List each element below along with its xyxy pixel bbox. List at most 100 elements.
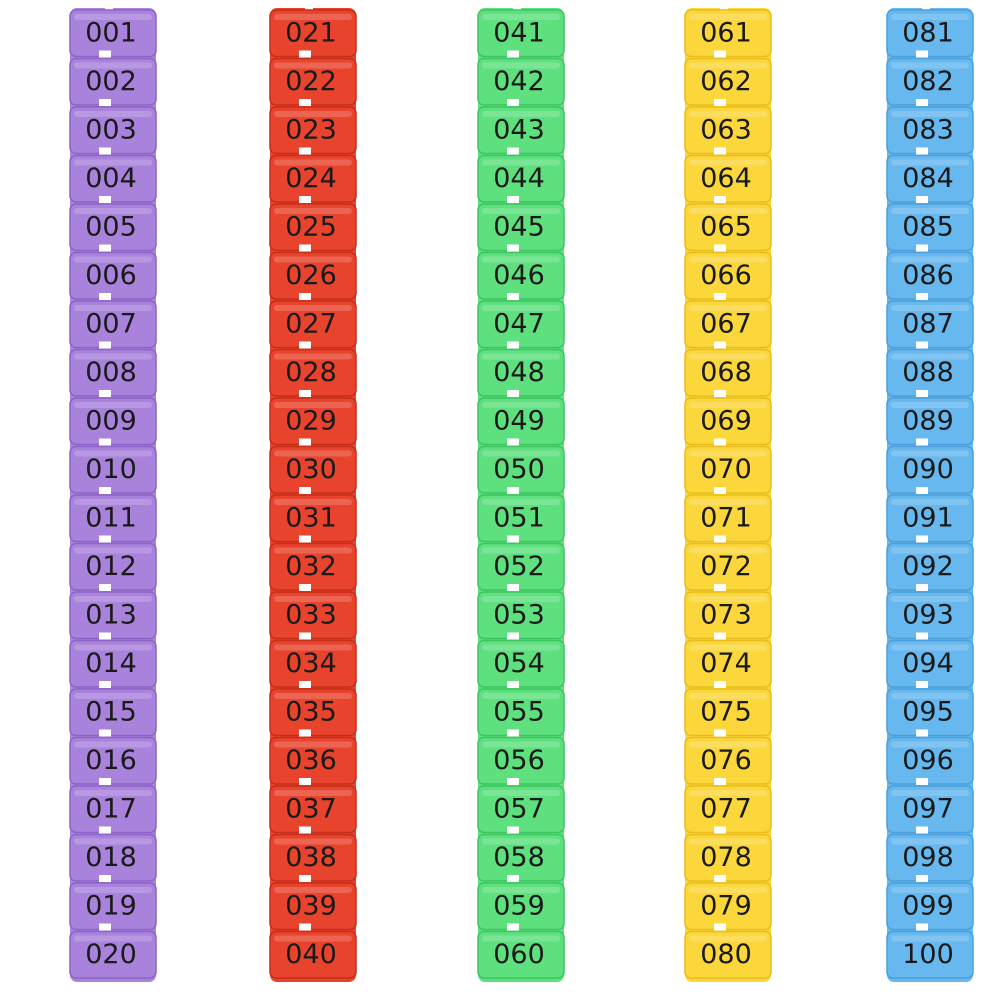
ring-number: 055 (493, 697, 545, 728)
ring-slot (99, 487, 111, 494)
ring-number: 058 (493, 842, 545, 873)
ring-slot (714, 244, 726, 252)
ring-highlight (891, 402, 969, 408)
ring-highlight (689, 887, 767, 893)
ring (269, 154, 357, 203)
ring-number: 077 (700, 794, 752, 825)
ring-slot (916, 778, 928, 785)
ring-slot (99, 99, 111, 106)
ring-highlight (891, 14, 969, 20)
ring-number: 033 (285, 600, 337, 631)
ring-highlight (74, 547, 152, 554)
ring (684, 833, 772, 882)
ring-slot (299, 438, 311, 446)
ring-number: 035 (285, 697, 337, 728)
ring-number: 039 (285, 891, 337, 922)
ring-highlight (274, 305, 352, 311)
ring-slot (714, 535, 726, 543)
ring-number: 003 (85, 115, 137, 146)
ring-number: 096 (902, 745, 954, 776)
ring-number: 013 (85, 600, 137, 631)
ring (69, 300, 157, 349)
ring-slot (299, 147, 311, 155)
ring-highlight (482, 644, 560, 651)
ring-number: 068 (700, 357, 752, 388)
ring-number: 019 (85, 891, 137, 922)
ring-number: 071 (700, 503, 752, 534)
ring (684, 57, 772, 106)
ring (477, 688, 565, 737)
ring-number: 041 (493, 18, 545, 49)
ring-slot (507, 341, 519, 349)
ring (886, 9, 974, 58)
ring-number: 045 (493, 212, 545, 243)
ring-highlight (74, 693, 152, 699)
ring-slot (916, 923, 928, 931)
ring-slot (299, 632, 311, 640)
ring-slot (714, 341, 726, 349)
ring-highlight (274, 935, 352, 942)
ring-slot (507, 196, 519, 203)
ring-slot (99, 390, 111, 397)
ring (69, 445, 157, 494)
ring-highlight (274, 790, 352, 796)
ring-highlight (689, 741, 767, 748)
ring (477, 882, 565, 931)
ring-highlight (482, 790, 560, 796)
ring (269, 445, 357, 494)
ring-highlight (689, 547, 767, 554)
ring-number: 034 (285, 648, 337, 679)
ring-slot (916, 196, 928, 203)
ring-slot (507, 147, 519, 155)
ring-number: 053 (493, 600, 545, 631)
ring-slot (99, 438, 111, 446)
ring-highlight (482, 887, 560, 893)
ring-highlight (891, 547, 969, 554)
ring-slot (299, 778, 311, 785)
ring (684, 688, 772, 737)
ring-slot (99, 196, 111, 203)
ring (269, 251, 357, 300)
ring-number: 064 (700, 163, 752, 194)
ring-slot (714, 487, 726, 494)
ring (886, 57, 974, 106)
ring-slot (714, 584, 726, 591)
ring-number: 099 (902, 891, 954, 922)
ring (269, 930, 357, 979)
ring (886, 300, 974, 349)
ring-slot (916, 147, 928, 155)
ring-highlight (74, 499, 152, 505)
ring-slot (299, 341, 311, 349)
ring (269, 57, 357, 106)
ring-slot (714, 923, 726, 931)
ring-slot (507, 293, 519, 300)
ring (477, 445, 565, 494)
ring-slot (99, 778, 111, 785)
ring-highlight (482, 402, 560, 408)
ring (684, 494, 772, 543)
ring-slot (507, 244, 519, 252)
ring-number: 048 (493, 357, 545, 388)
ring-highlight (74, 450, 152, 457)
ring-number: 081 (902, 18, 954, 49)
ring-slot (99, 535, 111, 543)
ring-highlight (74, 402, 152, 408)
ring-slot (299, 390, 311, 397)
ring-highlight (482, 935, 560, 942)
ring-highlight (689, 644, 767, 651)
ring-number: 090 (902, 454, 954, 485)
ring-highlight (891, 159, 969, 166)
ring (886, 639, 974, 688)
ring-number: 001 (85, 18, 137, 49)
ring-slot (714, 147, 726, 155)
ring (69, 106, 157, 155)
ring (269, 639, 357, 688)
ring-number: 050 (493, 454, 545, 485)
ring-number: 031 (285, 503, 337, 534)
ring-highlight (274, 62, 352, 69)
ring-number: 095 (902, 697, 954, 728)
ring (684, 591, 772, 640)
ring (477, 348, 565, 397)
ring-highlight (482, 693, 560, 699)
ring-highlight (482, 256, 560, 263)
